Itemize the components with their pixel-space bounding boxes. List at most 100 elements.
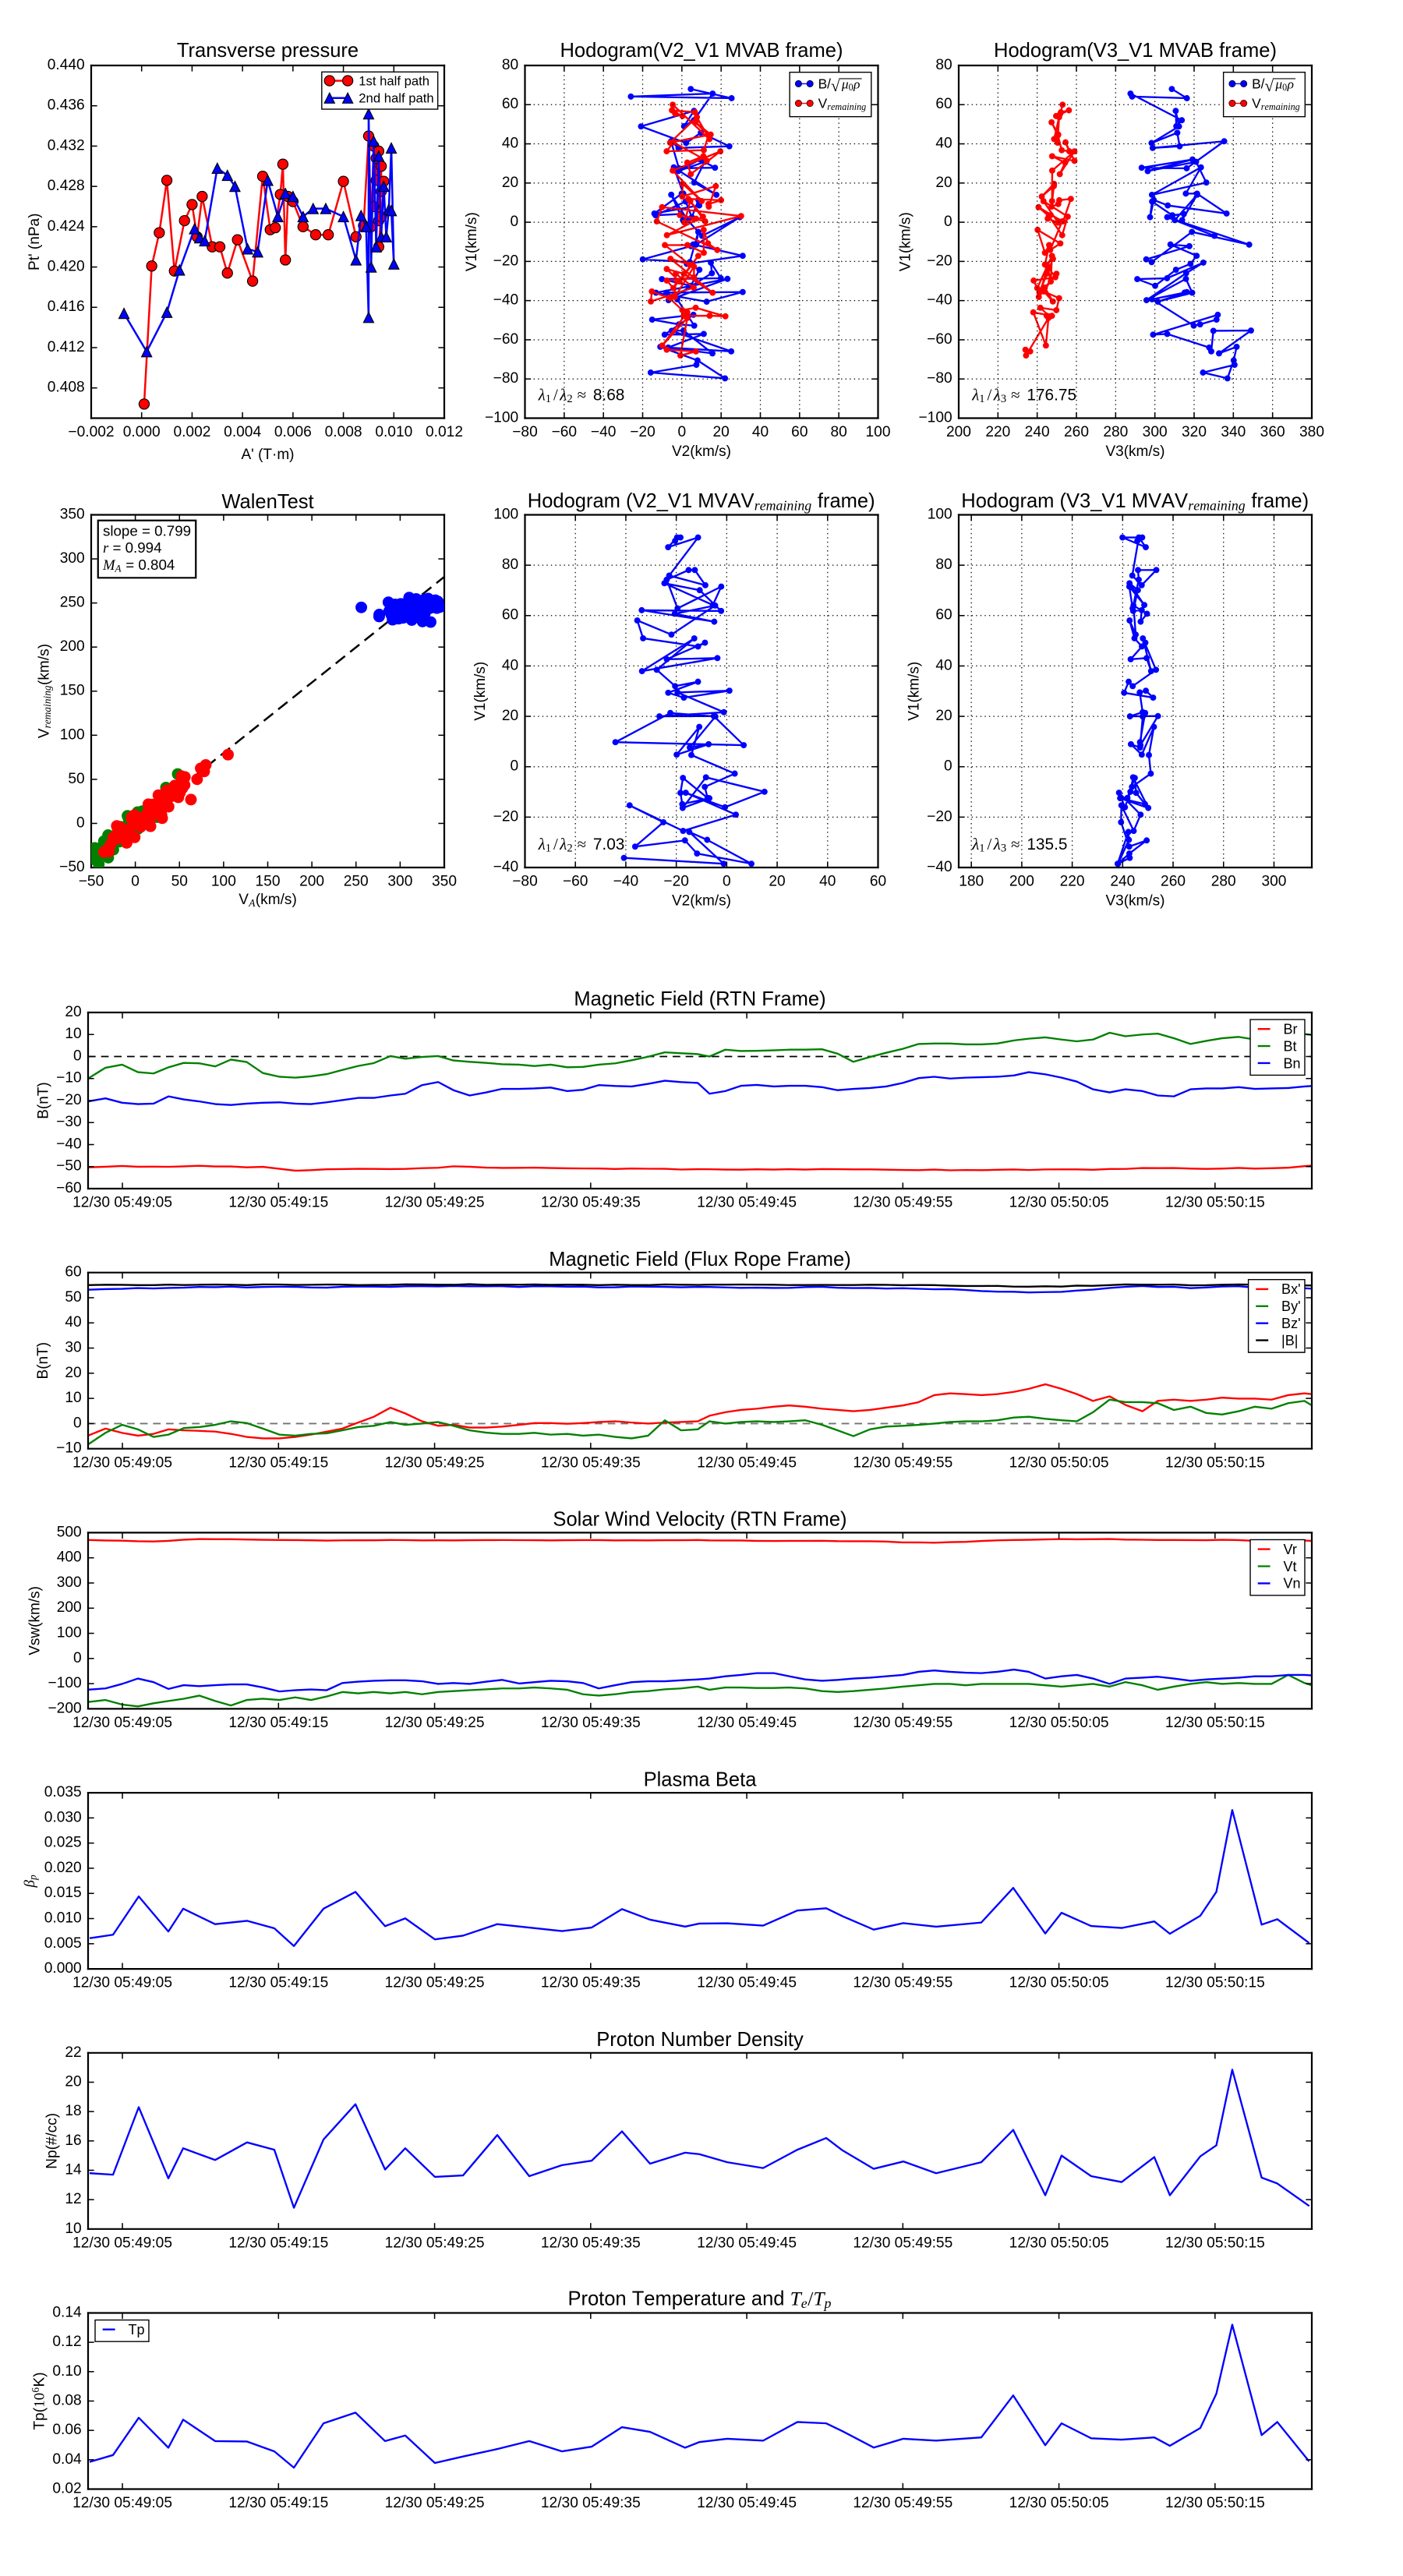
svg-text:12/30 05:49:25: 12/30 05:49:25 bbox=[385, 1715, 485, 1731]
svg-text:B / √ μ: B / √ μ ρ 0 bbox=[1252, 72, 1299, 95]
svg-text:80: 80 bbox=[502, 57, 518, 73]
svg-text:12/30 05:49:05: 12/30 05:49:05 bbox=[72, 2495, 172, 2511]
svg-text:−60: −60 bbox=[493, 331, 519, 348]
svg-text:β p: β p bbox=[19, 1875, 39, 1889]
svg-text:0.12: 0.12 bbox=[52, 2334, 81, 2350]
svg-text:200: 200 bbox=[946, 424, 971, 440]
svg-text:12/30 05:49:25: 12/30 05:49:25 bbox=[385, 1454, 485, 1471]
svg-text:200: 200 bbox=[57, 1599, 82, 1616]
svg-text:60: 60 bbox=[870, 874, 886, 890]
svg-text:60: 60 bbox=[791, 424, 808, 440]
svg-text:0.420: 0.420 bbox=[48, 259, 85, 275]
svg-text:Br: Br bbox=[1283, 1022, 1297, 1037]
svg-text:240: 240 bbox=[1025, 424, 1050, 440]
svg-text:80: 80 bbox=[502, 557, 518, 573]
svg-text:100: 100 bbox=[493, 506, 518, 522]
svg-text:12/30 05:49:25: 12/30 05:49:25 bbox=[385, 1975, 485, 1991]
svg-text:0.025: 0.025 bbox=[44, 1835, 82, 1851]
svg-text:Tp: Tp bbox=[128, 2322, 144, 2337]
svg-text:WalenTest: WalenTest bbox=[221, 491, 313, 513]
svg-text:−60: −60 bbox=[563, 874, 588, 890]
svg-text:Plasma Beta: Plasma Beta bbox=[644, 1769, 758, 1790]
svg-text:30: 30 bbox=[65, 1340, 81, 1356]
svg-text:Pt' (nPa): Pt' (nPa) bbox=[27, 214, 43, 270]
svg-text:12/30 05:49:35: 12/30 05:49:35 bbox=[541, 1715, 641, 1731]
svg-text:12/30 05:49:55: 12/30 05:49:55 bbox=[853, 1195, 952, 1211]
svg-text:12/30 05:49:35: 12/30 05:49:35 bbox=[541, 2235, 641, 2251]
svg-text:0: 0 bbox=[678, 424, 687, 440]
svg-text:12/30 05:50:05: 12/30 05:50:05 bbox=[1009, 2495, 1109, 2511]
svg-text:12: 12 bbox=[65, 2191, 81, 2207]
svg-text:0.006: 0.006 bbox=[274, 424, 312, 440]
svg-text:Magnetic Field (RTN Frame): Magnetic Field (RTN Frame) bbox=[574, 988, 825, 1010]
svg-text:10: 10 bbox=[65, 1026, 81, 1042]
svg-text:Vr: Vr bbox=[1283, 1542, 1296, 1557]
svg-text:18: 18 bbox=[65, 2103, 81, 2119]
svg-text:10: 10 bbox=[65, 2221, 81, 2237]
svg-text:150: 150 bbox=[60, 683, 85, 699]
svg-text:V3(km/s): V3(km/s) bbox=[1105, 443, 1164, 460]
svg-text:220: 220 bbox=[1060, 874, 1085, 890]
svg-text:−20: −20 bbox=[493, 253, 519, 269]
svg-text:40: 40 bbox=[935, 136, 952, 152]
svg-text:0.06: 0.06 bbox=[52, 2422, 81, 2438]
svg-text:0: 0 bbox=[76, 814, 85, 831]
svg-text:20: 20 bbox=[65, 1004, 81, 1020]
svg-text:12/30 05:50:05: 12/30 05:50:05 bbox=[1009, 1975, 1109, 1991]
svg-text:B(nT): B(nT) bbox=[35, 1342, 51, 1380]
svg-text:−30: −30 bbox=[56, 1114, 82, 1130]
svg-text:0.035: 0.035 bbox=[44, 1784, 82, 1800]
svg-text:Vsw(km/s): Vsw(km/s) bbox=[27, 1586, 44, 1655]
svg-text:0.008: 0.008 bbox=[325, 424, 362, 440]
svg-text:300: 300 bbox=[60, 550, 85, 567]
svg-text:−60: −60 bbox=[552, 424, 578, 440]
svg-text:12/30 05:49:35: 12/30 05:49:35 bbox=[541, 1975, 641, 1991]
svg-text:40: 40 bbox=[65, 1314, 81, 1330]
svg-text:20: 20 bbox=[935, 708, 952, 724]
svg-text:260: 260 bbox=[1161, 874, 1186, 890]
svg-text:20: 20 bbox=[935, 175, 952, 191]
svg-text:12/30 05:50:15: 12/30 05:50:15 bbox=[1165, 1195, 1265, 1211]
svg-text:320: 320 bbox=[1182, 424, 1207, 440]
svg-text:0.08: 0.08 bbox=[52, 2392, 81, 2408]
svg-text:−20: −20 bbox=[630, 424, 656, 440]
svg-text:Hodogram(V2_V1 MVAB frame): Hodogram(V2_V1 MVAB frame) bbox=[560, 40, 843, 62]
svg-text:0: 0 bbox=[511, 214, 519, 230]
svg-text:−40: −40 bbox=[927, 292, 952, 309]
svg-text:12/30 05:49:15: 12/30 05:49:15 bbox=[228, 1195, 328, 1211]
svg-text:300: 300 bbox=[1261, 874, 1286, 890]
svg-text:A' (T·m): A' (T·m) bbox=[241, 447, 294, 463]
svg-text:40: 40 bbox=[935, 657, 952, 673]
svg-text:250: 250 bbox=[344, 874, 369, 890]
svg-text:−80: −80 bbox=[512, 874, 538, 890]
svg-text:r =: r = 0 . 9 9 4 bbox=[103, 537, 162, 557]
svg-text:0: 0 bbox=[944, 758, 952, 775]
svg-text:14: 14 bbox=[65, 2161, 82, 2178]
svg-text:12/30 05:49:55: 12/30 05:49:55 bbox=[853, 1975, 952, 1991]
svg-text:−20: −20 bbox=[663, 874, 689, 890]
svg-text:50: 50 bbox=[68, 771, 84, 787]
svg-text:0.012: 0.012 bbox=[426, 424, 463, 440]
svg-text:Bz': Bz' bbox=[1281, 1316, 1301, 1331]
svg-text:H o d o: H o d o g r a m ( V 3 _ V 1 M V A V f r … bbox=[961, 490, 1313, 514]
svg-text:−10: −10 bbox=[56, 1440, 82, 1457]
svg-text:Bx': Bx' bbox=[1281, 1281, 1301, 1297]
svg-text:100: 100 bbox=[866, 424, 891, 440]
svg-text:0: 0 bbox=[723, 874, 731, 890]
svg-text:Np(#/cc): Np(#/cc) bbox=[44, 2113, 60, 2169]
svg-text:−40: −40 bbox=[927, 859, 952, 875]
svg-text:V3(km/s): V3(km/s) bbox=[1105, 892, 1164, 909]
svg-text:12/30 05:50:05: 12/30 05:50:05 bbox=[1009, 1454, 1109, 1471]
svg-text:40: 40 bbox=[752, 424, 769, 440]
svg-text:−40: −40 bbox=[493, 859, 519, 875]
svg-text:−40: −40 bbox=[493, 292, 519, 309]
svg-text:100: 100 bbox=[57, 1624, 82, 1641]
svg-text:12/30 05:49:35: 12/30 05:49:35 bbox=[541, 1454, 641, 1471]
svg-text:V r e m: V r e m a i n i n g bbox=[1252, 93, 1300, 114]
svg-text:350: 350 bbox=[432, 874, 457, 890]
svg-text:1st half path: 1st half path bbox=[359, 73, 429, 88]
svg-text:12/30 05:49:35: 12/30 05:49:35 bbox=[541, 2495, 641, 2511]
svg-text:|B|: |B| bbox=[1281, 1333, 1298, 1348]
svg-text:220: 220 bbox=[985, 424, 1010, 440]
svg-text:V1(km/s): V1(km/s) bbox=[472, 662, 489, 721]
